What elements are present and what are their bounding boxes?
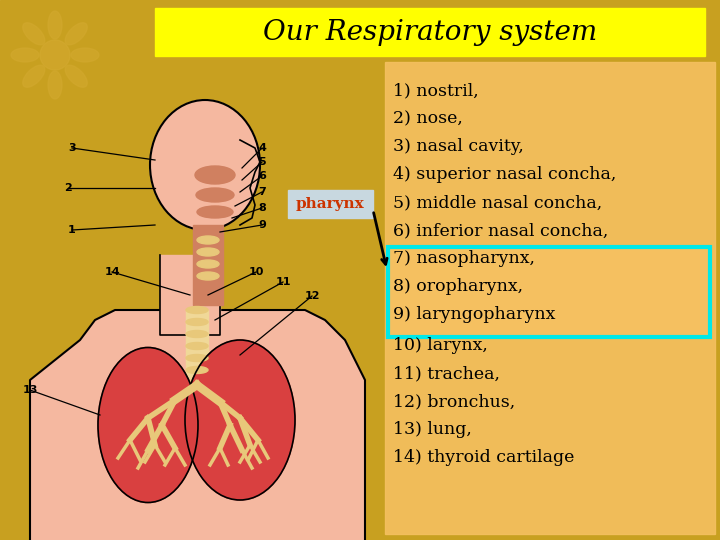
Text: 1) nostril,: 1) nostril, <box>393 82 479 99</box>
Text: 4) superior nasal concha,: 4) superior nasal concha, <box>393 166 616 183</box>
Ellipse shape <box>65 23 87 45</box>
Text: 3) nasal cavity,: 3) nasal cavity, <box>393 138 524 155</box>
Ellipse shape <box>186 354 208 361</box>
Text: 2: 2 <box>64 183 72 193</box>
Ellipse shape <box>197 206 233 218</box>
Text: 14) thyroid cartilage: 14) thyroid cartilage <box>393 449 575 466</box>
Text: 7: 7 <box>258 187 266 197</box>
Text: 7) nasopharynx,: 7) nasopharynx, <box>393 250 535 267</box>
Text: 5: 5 <box>258 157 266 167</box>
Ellipse shape <box>23 23 45 45</box>
Text: 5) middle nasal concha,: 5) middle nasal concha, <box>393 194 602 211</box>
Text: 8: 8 <box>258 203 266 213</box>
Ellipse shape <box>150 100 260 230</box>
Bar <box>385 62 715 534</box>
Text: 12: 12 <box>305 291 320 301</box>
Circle shape <box>40 40 70 70</box>
Text: 13) lung,: 13) lung, <box>393 421 472 438</box>
Ellipse shape <box>197 260 219 268</box>
Ellipse shape <box>186 330 208 338</box>
Text: 12) bronchus,: 12) bronchus, <box>393 393 516 410</box>
Ellipse shape <box>48 11 62 39</box>
Text: 3: 3 <box>68 143 76 153</box>
Text: 1: 1 <box>68 225 76 235</box>
Bar <box>155 8 705 56</box>
Text: 10: 10 <box>248 267 264 277</box>
Ellipse shape <box>195 166 235 184</box>
Ellipse shape <box>185 340 295 500</box>
Ellipse shape <box>98 348 198 503</box>
Ellipse shape <box>197 236 219 244</box>
Text: 9) laryngopharynx: 9) laryngopharynx <box>393 306 555 323</box>
Ellipse shape <box>186 367 208 374</box>
Text: 4: 4 <box>258 143 266 153</box>
Text: 14: 14 <box>104 267 120 277</box>
Text: 9: 9 <box>258 220 266 230</box>
Bar <box>160 255 220 335</box>
Ellipse shape <box>65 65 87 87</box>
Ellipse shape <box>197 248 219 256</box>
Ellipse shape <box>71 48 99 62</box>
Text: 11) trachea,: 11) trachea, <box>393 365 500 382</box>
Ellipse shape <box>186 319 208 326</box>
Bar <box>186 310 208 385</box>
Ellipse shape <box>186 342 208 349</box>
Text: 10) larynx,: 10) larynx, <box>393 337 488 354</box>
Ellipse shape <box>197 272 219 280</box>
Bar <box>288 190 373 218</box>
Text: Our Respiratory system: Our Respiratory system <box>263 19 597 46</box>
Ellipse shape <box>23 65 45 87</box>
Polygon shape <box>30 310 365 540</box>
Ellipse shape <box>11 48 39 62</box>
Text: 6: 6 <box>258 171 266 181</box>
Ellipse shape <box>186 307 208 314</box>
Text: 11: 11 <box>275 277 291 287</box>
Text: 13: 13 <box>22 385 37 395</box>
Ellipse shape <box>196 188 234 202</box>
Text: pharynx: pharynx <box>296 197 364 211</box>
Text: 2) nose,: 2) nose, <box>393 110 463 127</box>
Ellipse shape <box>48 71 62 99</box>
Bar <box>193 225 223 305</box>
Text: 8) oropharynx,: 8) oropharynx, <box>393 278 523 295</box>
Bar <box>388 247 710 337</box>
Text: 6) inferior nasal concha,: 6) inferior nasal concha, <box>393 222 608 239</box>
